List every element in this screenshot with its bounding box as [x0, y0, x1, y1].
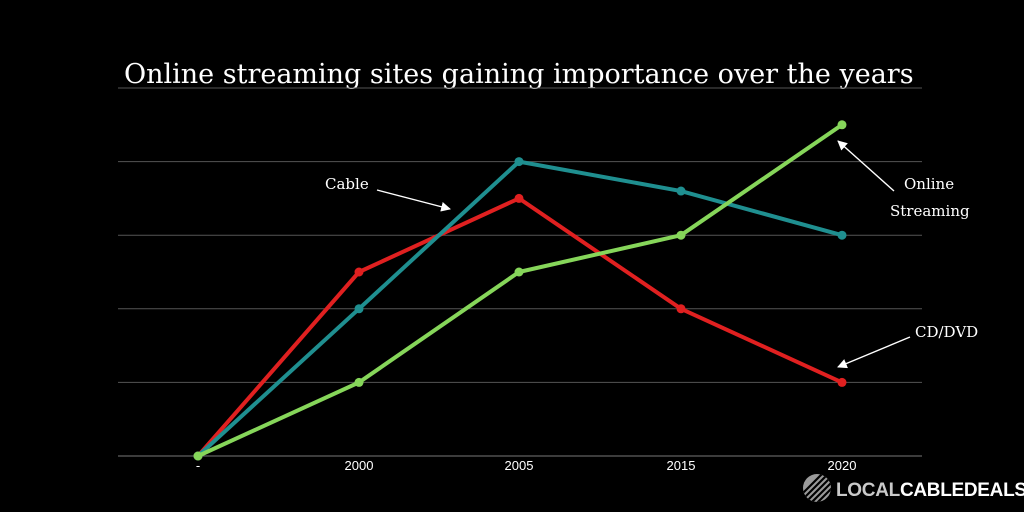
annotation-cd-dvd-label: CD/DVD [915, 323, 978, 341]
chart-title: Online streaming sites gaining importanc… [124, 59, 914, 90]
data-point [676, 186, 686, 196]
annotation-cable: Cable [325, 175, 451, 212]
series-layer [193, 120, 847, 461]
x-tick-label: - [196, 458, 200, 473]
striped-globe-icon [803, 474, 831, 502]
annotation-cable-arrow [376, 189, 451, 212]
data-point [514, 267, 524, 277]
data-point [837, 120, 847, 130]
data-point [354, 304, 364, 314]
x-tick-label: 2015 [667, 458, 696, 473]
annotation-online-streaming-label-line1: Online [904, 175, 954, 193]
x-tick-label: 2005 [505, 458, 534, 473]
annotation-online-streaming-arrow [837, 140, 895, 192]
logo-wordmark-cabledeals: CABLEDEALS [900, 480, 1024, 501]
data-point [676, 304, 686, 314]
data-point [514, 193, 524, 203]
series-2 [193, 120, 847, 461]
logo-wordmark-local: LOCAL [836, 480, 901, 501]
series-line [196, 196, 844, 458]
local-cable-deals-logo: LOCALCABLEDEALS [803, 474, 1024, 502]
annotation-cd-dvd: CD/DVD [837, 323, 978, 369]
annotation-cable-label: Cable [325, 175, 369, 193]
x-tick-label: 2020 [828, 458, 857, 473]
series-line [196, 122, 844, 458]
series-0 [193, 193, 847, 461]
x-tick-label: 2000 [345, 458, 374, 473]
annotation-cd-dvd-arrow [837, 336, 911, 369]
annotation-online-streaming-label-line2: Streaming [890, 202, 970, 220]
data-point [837, 377, 847, 387]
data-point [354, 267, 364, 277]
data-point [837, 230, 847, 240]
annotation-online-streaming: Online Streaming [837, 140, 970, 220]
data-point [193, 451, 203, 461]
data-point [354, 377, 364, 387]
x-axis-tick-labels: - 2000 2005 2015 2020 [196, 458, 857, 473]
data-point [514, 157, 524, 167]
logo-wordmark: LOCALCABLEDEALS [836, 480, 1024, 501]
data-point [676, 230, 686, 240]
